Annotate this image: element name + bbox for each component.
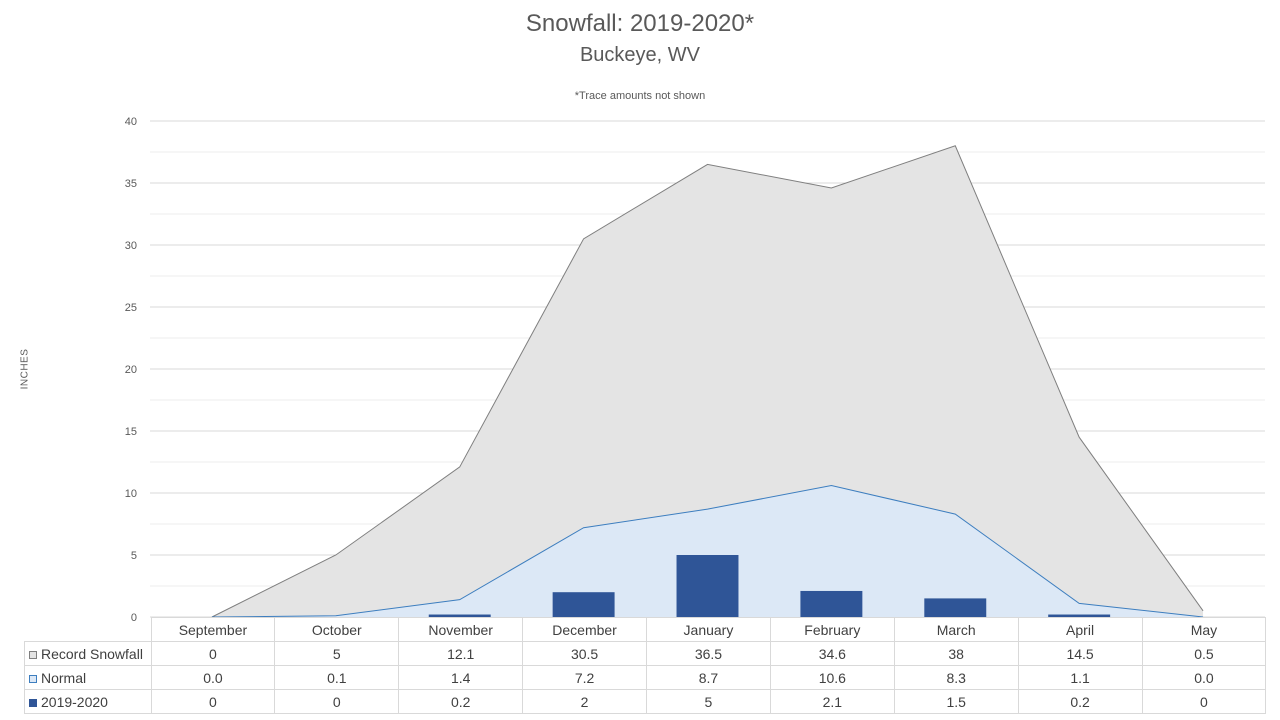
data-value-cell: 0.1 [274, 665, 400, 690]
x-tick-label: October [274, 617, 400, 642]
data-value-cell: 1.4 [398, 665, 524, 690]
y-tick-label: 15 [125, 426, 137, 438]
chart-title: Snowfall: 2019-2020* [525, 10, 755, 37]
legend-entry: Normal [24, 665, 152, 690]
table-corner-cell [24, 617, 152, 642]
bar-december [552, 592, 615, 617]
legend-key [29, 698, 37, 707]
x-tick-label: March [893, 617, 1019, 642]
x-tick-label: February [769, 617, 895, 642]
data-value-cell: 2.1 [769, 689, 895, 714]
table-row: Record Snowfall 0 5 12.1 30.5 36.5 34.6 38 14.5 0… [24, 641, 1267, 666]
table-header-row: September October November December January F… [24, 617, 1267, 642]
x-tick-label: January [646, 617, 771, 642]
area-fill-normal [211, 485, 1204, 617]
series-line-record-snowfall [211, 145, 1204, 618]
data-value-cell: 8.3 [893, 665, 1019, 690]
legend-entry: 2019-2020 [24, 689, 152, 714]
bar-january [676, 555, 739, 617]
data-value-cell: 7.2 [522, 665, 647, 690]
y-tick-label: 25 [125, 302, 137, 314]
data-value-cell: 0 [150, 689, 276, 714]
data-value-cell: 0 [274, 689, 400, 714]
bar-series [428, 555, 1111, 617]
y-tick-label: 40 [125, 116, 137, 128]
y-tick-label: 20 [125, 364, 137, 376]
legend-key [29, 650, 37, 659]
data-value-cell: 30.5 [522, 641, 647, 666]
chart-note: *Trace amounts not shown [574, 90, 706, 102]
data-value-cell: 5 [646, 689, 771, 714]
data-value-cell: 0.2 [398, 689, 524, 714]
data-value-cell: 12.1 [398, 641, 524, 666]
legend-key [29, 674, 37, 683]
data-value-cell: 34.6 [769, 641, 895, 666]
bar-november [428, 614, 491, 617]
y-tick-label: 10 [125, 488, 137, 500]
x-tick-label: December [522, 617, 647, 642]
y-tick-label: 35 [125, 178, 137, 190]
bar-february [800, 590, 863, 617]
chart-subtitle: Buckeye, WV [579, 44, 701, 66]
data-value-cell: 1.5 [893, 689, 1019, 714]
series-line-normal [211, 485, 1204, 618]
area-fill-record-snowfall [211, 145, 1204, 618]
bar-april [1048, 614, 1111, 617]
legend-label: 2019-2020 [41, 693, 108, 710]
data-value-cell: 36.5 [646, 641, 771, 666]
data-value-cell: 0.5 [1141, 641, 1267, 666]
legend-entry: Record Snowfall [24, 641, 152, 666]
data-value-cell: 0.0 [150, 665, 276, 690]
y-tick-label: 30 [125, 240, 137, 252]
x-tick-label: April [1017, 617, 1143, 642]
data-value-cell: 0.0 [1141, 665, 1267, 690]
data-value-cell: 0.2 [1017, 689, 1143, 714]
data-value-cell: 2 [522, 689, 647, 714]
table-row: Normal 0.0 0.1 1.4 7.2 8.7 10.6 8.3 1.1 0.0 [24, 665, 1267, 690]
bar-march [924, 598, 987, 617]
data-value-cell: 14.5 [1017, 641, 1143, 666]
legend-label: Normal [41, 669, 87, 686]
data-value-cell: 0 [150, 641, 276, 666]
area-series [211, 145, 1204, 618]
x-tick-label: May [1141, 617, 1267, 642]
data-value-cell: 0 [1141, 689, 1267, 714]
x-tick-label: November [398, 617, 524, 642]
x-tick-label: September [150, 617, 276, 642]
data-value-cell: 8.7 [646, 665, 771, 690]
data-value-cell: 1.1 [1017, 665, 1143, 690]
y-tick-label: 5 [131, 550, 137, 562]
data-value-cell: 38 [893, 641, 1019, 666]
data-table: September October November December January F… [24, 617, 1267, 714]
data-value-cell: 10.6 [769, 665, 895, 690]
data-value-cell: 5 [274, 641, 400, 666]
legend-label: Record Snowfall [41, 645, 143, 662]
table-row: 2019-2020 0 0 0.2 2 5 2.1 1.5 0.2 0 [24, 689, 1267, 714]
